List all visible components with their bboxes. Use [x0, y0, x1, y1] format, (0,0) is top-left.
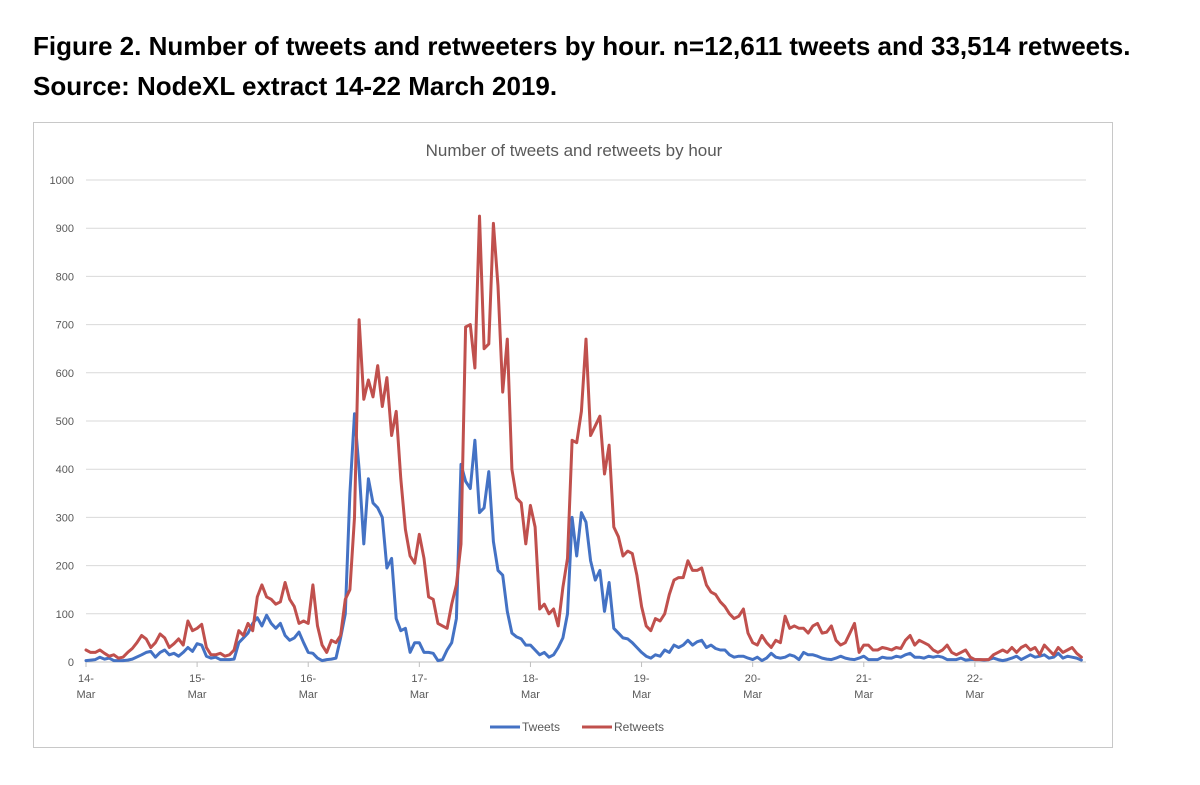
legend-label-tweets: Tweets — [522, 720, 560, 734]
x-tick-label: Mar — [410, 689, 429, 701]
x-tick-label: Mar — [632, 689, 651, 701]
series-line-tweets — [84, 412, 1083, 663]
x-tick-label: 19- — [634, 673, 650, 685]
y-tick-label: 400 — [56, 464, 74, 476]
x-tick-label: Mar — [299, 689, 318, 701]
y-tick-label: 700 — [56, 320, 74, 332]
x-tick-label: 22- — [967, 673, 983, 685]
caption-line-2: Source: NodeXL extract 14-22 March 2019. — [33, 71, 558, 101]
y-tick-label: 800 — [56, 271, 74, 283]
y-tick-label: 600 — [56, 368, 74, 380]
caption-line-1: Figure 2. Number of tweets and retweeter… — [33, 31, 1131, 61]
x-tick-label: 18- — [522, 673, 538, 685]
figure-caption: Figure 2. Number of tweets and retweeter… — [33, 26, 1183, 106]
x-tick-label: 20- — [745, 673, 761, 685]
x-tick-label: 15- — [189, 673, 205, 685]
x-tick-label: Mar — [854, 689, 873, 701]
chart-title: Number of tweets and retweets by hour — [426, 141, 723, 160]
y-tick-label: 900 — [56, 223, 74, 235]
y-tick-label: 200 — [56, 561, 74, 573]
x-tick-label: 21- — [856, 673, 872, 685]
legend: Tweets Retweets — [490, 720, 664, 734]
y-tick-label: 0 — [68, 657, 74, 669]
y-tick-label: 100 — [56, 609, 74, 621]
x-tick-label: Mar — [521, 689, 540, 701]
series-line-retweets — [84, 214, 1083, 662]
x-axis-ticks: 14- Mar 15- Mar 16- Mar 17- Mar 18- Mar 19- Mar 20- M… — [77, 662, 985, 701]
x-tick-label: Mar — [188, 689, 207, 701]
y-tick-label: 300 — [56, 512, 74, 524]
line-chart: Number of tweets and retweets by hour 01… — [50, 141, 1086, 734]
x-tick-label: 14- — [78, 673, 94, 685]
x-tick-label: 16- — [300, 673, 316, 685]
y-axis-ticks: 0 100 200 300 400 500 600 700 800 900 1000 — [50, 175, 74, 669]
y-tick-label: 1000 — [50, 175, 74, 187]
grid-lines — [86, 179, 1086, 663]
x-tick-label: Mar — [743, 689, 762, 701]
legend-label-retweets: Retweets — [614, 720, 664, 734]
x-tick-label: Mar — [77, 689, 96, 701]
x-tick-label: 17- — [411, 673, 427, 685]
y-tick-label: 500 — [56, 416, 74, 428]
series-lines — [84, 214, 1083, 663]
x-tick-label: Mar — [965, 689, 984, 701]
